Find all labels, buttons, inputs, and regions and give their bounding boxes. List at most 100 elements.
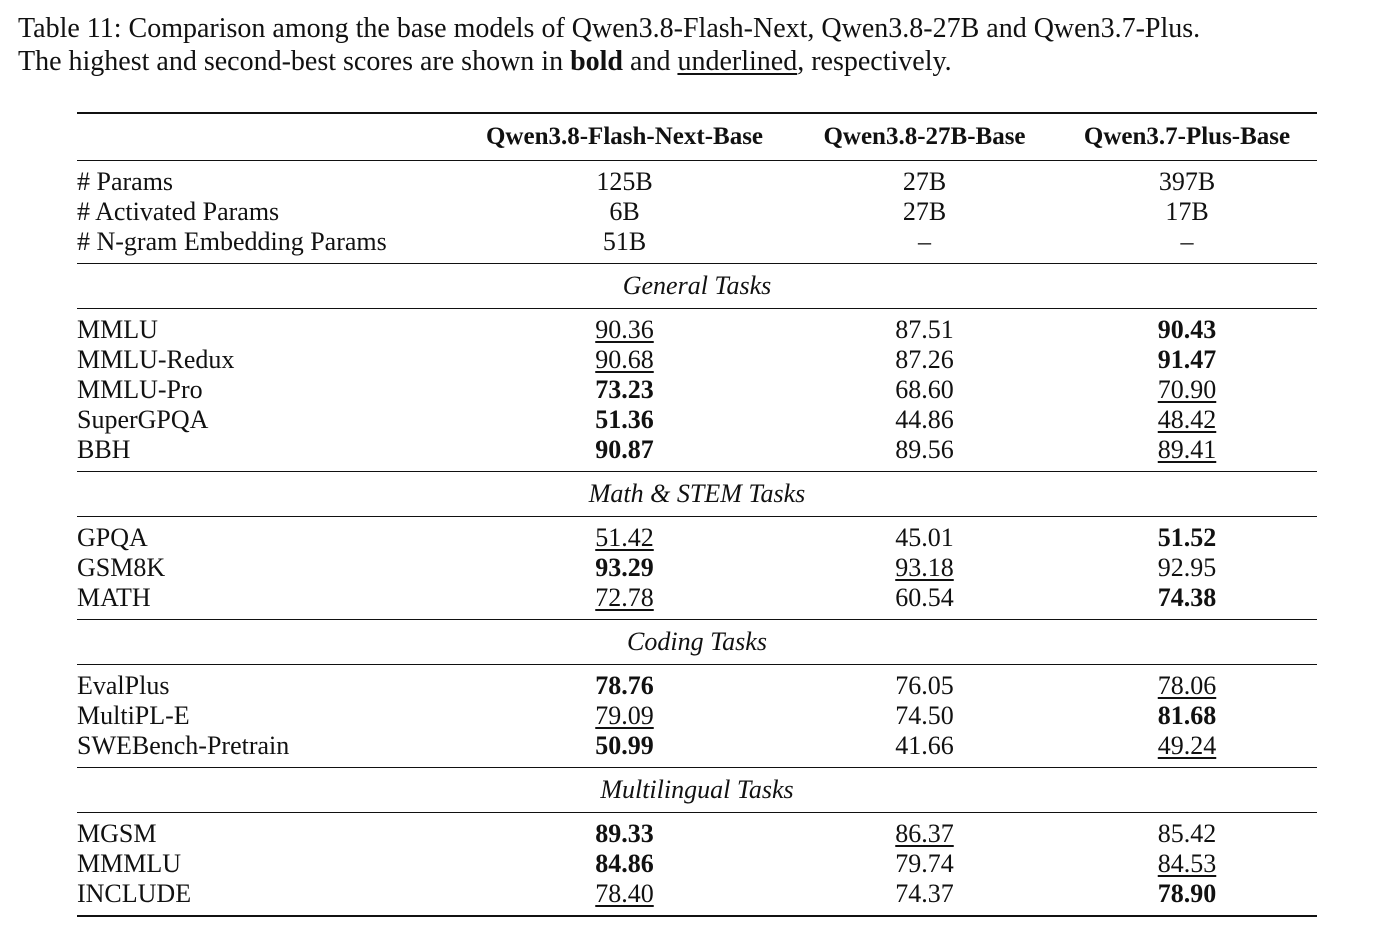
table-cell: 84.53: [1057, 849, 1317, 879]
table-cell: 78.06: [1057, 665, 1317, 702]
cell-value: 92.95: [1157, 553, 1217, 582]
cell-value: 87.26: [895, 345, 954, 374]
table-cell: 87.26: [792, 345, 1057, 375]
row-label: MGSM: [77, 819, 157, 848]
table-cell: 51B: [457, 227, 792, 264]
table-cell: 27B: [792, 161, 1057, 198]
cell-value: 78.76: [595, 671, 654, 700]
cell-value: 51.36: [595, 405, 654, 434]
table-cell: 90.36: [457, 309, 792, 346]
cell-value: 17B: [1165, 197, 1209, 226]
table-cell: 78.76: [457, 665, 792, 702]
cell-value: 79.09: [595, 701, 654, 730]
table-header: Qwen3.8-Flash-Next-Base Qwen3.8-27B-Base…: [77, 113, 1317, 161]
row-label: MMMLU: [77, 849, 182, 878]
comparison-table-wrapper: Qwen3.8-Flash-Next-Base Qwen3.8-27B-Base…: [77, 112, 1317, 917]
table-cell: 17B: [1057, 197, 1317, 227]
cell-value: 27B: [902, 167, 947, 196]
table-cell: 51.36: [457, 405, 792, 435]
row-label: # N-gram Embedding Params: [77, 227, 387, 256]
cell-value: 70.90: [1157, 375, 1217, 404]
table-cell: 68.60: [792, 375, 1057, 405]
cell-value: 50.99: [595, 731, 654, 760]
table-cell: 86.37: [792, 813, 1057, 850]
table-cell: 93.18: [792, 553, 1057, 583]
table-cell: 92.95: [1057, 553, 1317, 583]
table-row: MMLU-Pro 73.23 68.60 70.90: [77, 375, 1317, 405]
cell-value: 51.42: [595, 523, 654, 552]
table-cell: 89.56: [792, 435, 1057, 472]
table-cell: 90.87: [457, 435, 792, 472]
table-row: GSM8K 93.29 93.18 92.95: [77, 553, 1317, 583]
table-cell: 93.29: [457, 553, 792, 583]
comparison-table: Qwen3.8-Flash-Next-Base Qwen3.8-27B-Base…: [77, 112, 1317, 917]
cell-value: 72.78: [595, 583, 654, 612]
cell-value: 44.86: [895, 405, 954, 434]
cell-value: 48.42: [1157, 405, 1217, 434]
table-cell: 51.42: [457, 517, 792, 554]
table-cell: 44.86: [792, 405, 1057, 435]
cell-value: 51B: [602, 227, 647, 256]
table-row: MMLU-Redux 90.68 87.26 91.47: [77, 345, 1317, 375]
cell-value: 90.36: [595, 315, 654, 344]
cell-value: 93.18: [895, 553, 954, 582]
table-cell: 51.52: [1057, 517, 1317, 554]
table-cell: 125B: [457, 161, 792, 198]
table-cell: 84.86: [457, 849, 792, 879]
cell-value: 68.60: [895, 375, 954, 404]
cell-value: 41.66: [895, 731, 954, 760]
cell-value: 125B: [596, 167, 653, 196]
cell-value: 78.40: [595, 879, 654, 908]
header-cell: Qwen3.8-27B-Base: [823, 123, 1026, 150]
row-label: MMLU-Redux: [77, 345, 235, 374]
table-row: MMLU 90.36 87.51 90.43: [77, 308, 1317, 346]
table-cell: 91.47: [1057, 345, 1317, 375]
header-row: Qwen3.8-Flash-Next-Base Qwen3.8-27B-Base…: [77, 113, 1317, 161]
section-header-row: Multilingual Tasks: [77, 767, 1317, 813]
row-label: SWEBench-Pretrain: [77, 731, 290, 760]
caption-text: The highest and second-best scores are s…: [18, 46, 571, 77]
row-label: # Params: [77, 167, 174, 196]
section-title: General Tasks: [622, 271, 772, 300]
caption-text: and: [623, 46, 678, 77]
table-row: MATH 72.78 60.54 74.38: [77, 583, 1317, 620]
cell-value: 87.51: [895, 315, 954, 344]
cell-value: 85.42: [1157, 819, 1217, 848]
row-label: GPQA: [77, 523, 148, 552]
cell-value: 91.47: [1157, 345, 1217, 374]
table-row: SuperGPQA 51.36 44.86 48.42: [77, 405, 1317, 435]
cell-value: 93.29: [595, 553, 654, 582]
table-cell: 70.90: [1057, 375, 1317, 405]
section-title: Coding Tasks: [627, 627, 767, 656]
table-row: # Params 125B 27B 397B: [77, 160, 1317, 198]
table-cell: 74.37: [792, 879, 1057, 916]
cell-value: 74.38: [1157, 583, 1217, 612]
table-cell: 45.01: [792, 517, 1057, 554]
row-label: EvalPlus: [77, 671, 170, 700]
cell-value: 73.23: [595, 375, 654, 404]
cell-value: 78.90: [1157, 879, 1217, 908]
section-header-row: Math & STEM Tasks: [77, 471, 1317, 517]
cell-value: 84.53: [1157, 849, 1217, 878]
caption-bold-word: bold: [570, 46, 624, 77]
caption-text: , respectively.: [797, 46, 952, 77]
table-row: GPQA 51.42 45.01 51.52: [77, 516, 1317, 554]
cell-value: 6B: [609, 197, 640, 226]
table-row: MGSM 89.33 86.37 85.42: [77, 812, 1317, 850]
table-cell: 81.68: [1057, 701, 1317, 731]
row-label: # Activated Params: [77, 197, 280, 226]
table-cell: 49.24: [1057, 731, 1317, 768]
table-cell: 50.99: [457, 731, 792, 768]
table-cell: 74.50: [792, 701, 1057, 731]
table-cell: 79.74: [792, 849, 1057, 879]
header-cell: Qwen3.8-Flash-Next-Base: [485, 123, 764, 150]
cell-value: –: [918, 227, 931, 256]
header-cell: [77, 113, 457, 161]
table-body: # Params 125B 27B 397B # Activated Params 6B 2…: [77, 160, 1317, 916]
table-cell: 27B: [792, 197, 1057, 227]
cell-value: 27B: [902, 197, 947, 226]
cell-value: 76.05: [895, 671, 954, 700]
section-header-row: General Tasks: [77, 263, 1317, 309]
table-row: INCLUDE 78.40 74.37 78.90: [77, 879, 1317, 916]
